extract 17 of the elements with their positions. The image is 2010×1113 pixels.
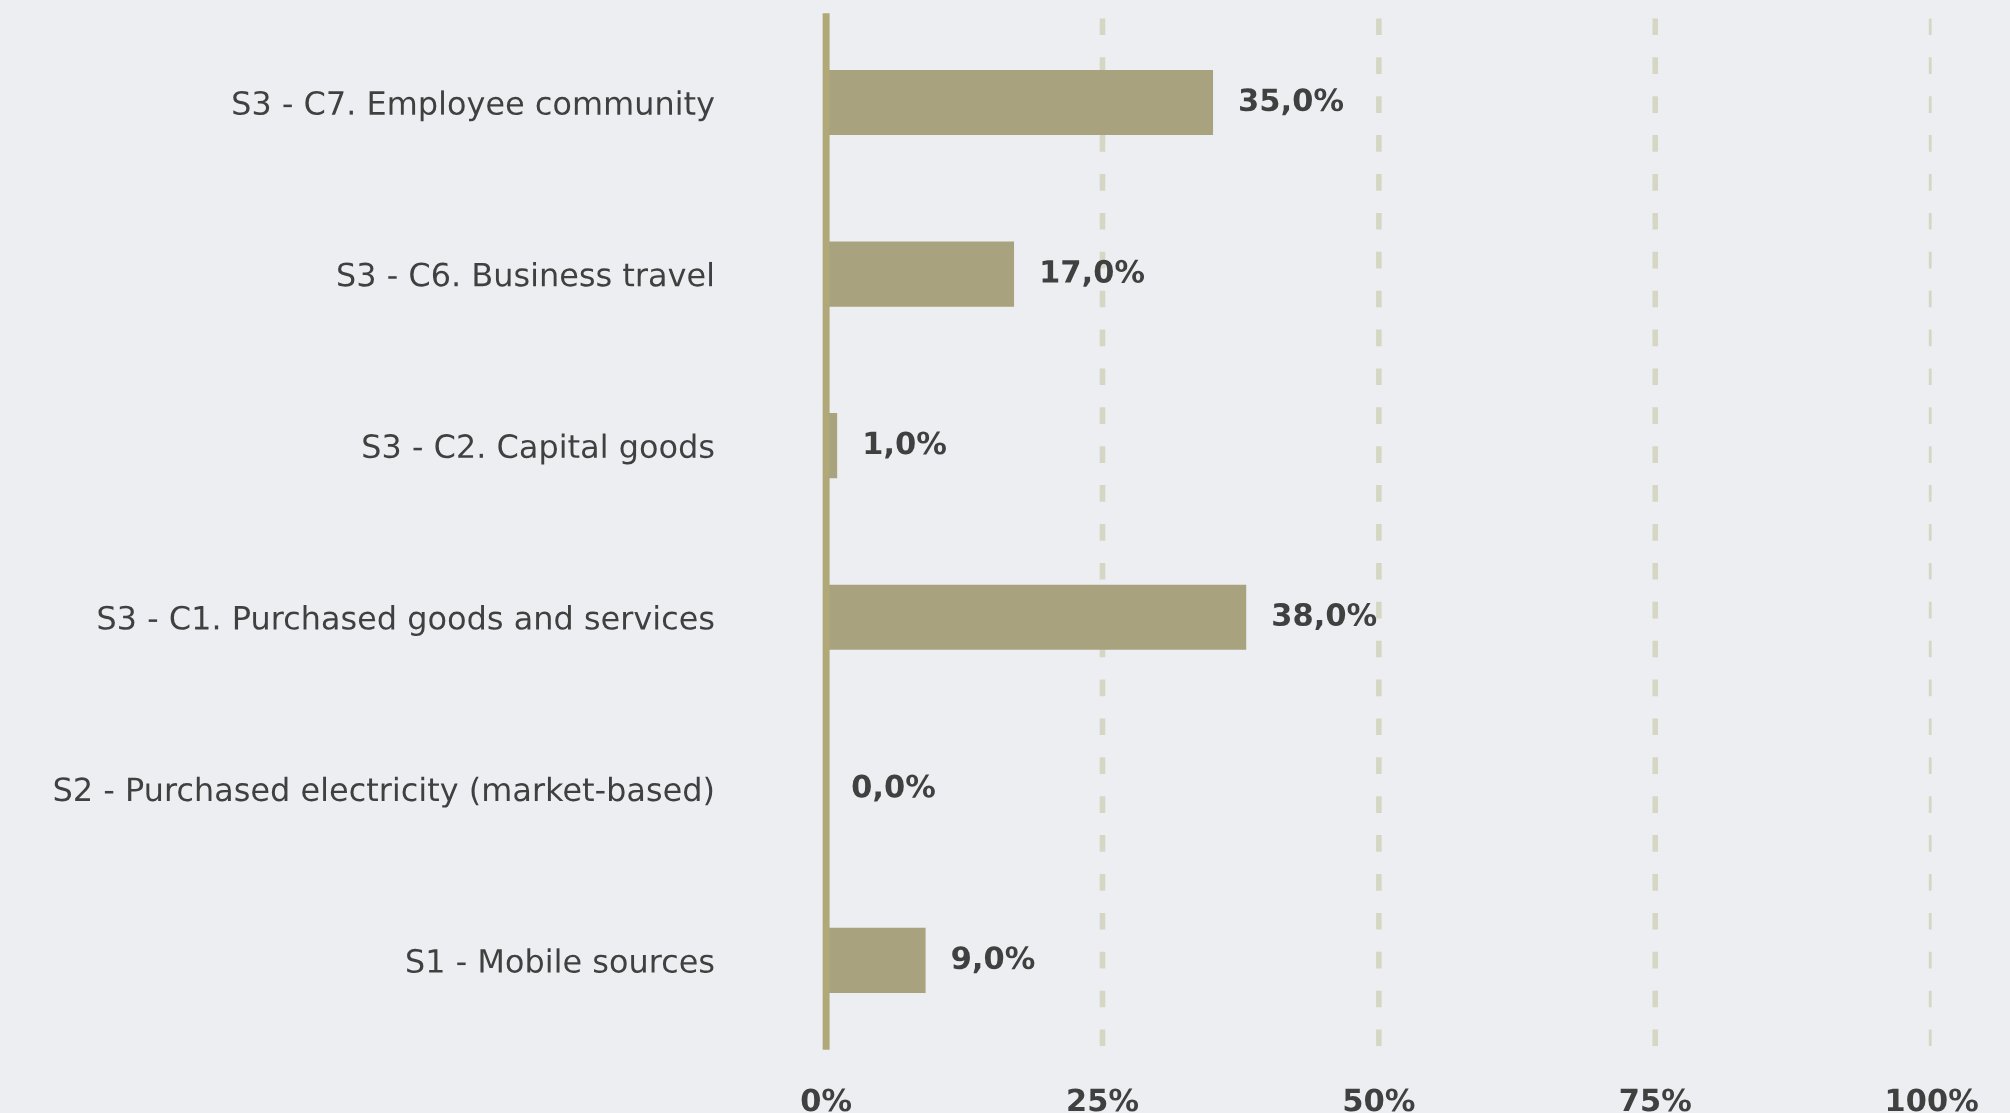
x-tick-label: 75% (1620, 1088, 1691, 1112)
data-label: 1,0% (865, 431, 946, 459)
y-tick-label: S3 - C6. Business travel (338, 261, 713, 287)
x-tick-label: 50% (1344, 1088, 1415, 1112)
y-tick-label: S3 - C2. Capital goods (363, 433, 714, 465)
y-tick-label: S3 - C1. Purchased goods and services (98, 605, 714, 637)
data-label: 35,0% (1240, 88, 1344, 116)
y-tick-label: S1 - Mobile sources (407, 948, 714, 974)
y-tick-label: S2 - Purchased electricity (market-based) (54, 776, 713, 808)
data-label: 38,0% (1273, 603, 1377, 631)
x-tick-label: 25% (1068, 1088, 1139, 1112)
data-label: 9,0% (952, 946, 1035, 974)
data-label: 0,0% (852, 774, 935, 802)
data-label: 17,0% (1042, 259, 1145, 287)
y-tick-label: S3 - C7. Employee community (233, 90, 715, 122)
x-tick-label: 100% (1887, 1088, 1978, 1112)
x-tick-label: 0% (801, 1088, 852, 1112)
